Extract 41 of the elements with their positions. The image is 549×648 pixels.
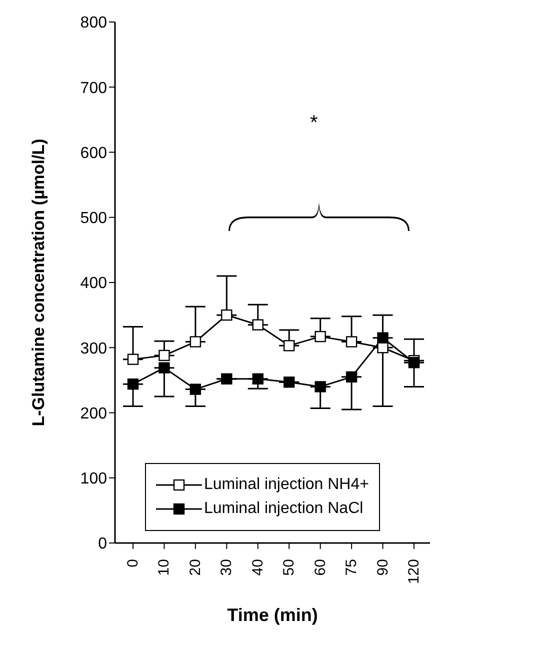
point [158, 350, 170, 362]
point [221, 309, 232, 321]
annotation: * [310, 112, 318, 135]
point [377, 332, 388, 344]
x-tick-label: 10 [156, 559, 173, 576]
point [252, 373, 264, 384]
x-tick-label: 60 [312, 559, 329, 576]
x-tick-label: 50 [280, 559, 298, 576]
y-tick-label: 400 [80, 275, 108, 292]
y-tick-label: 300 [80, 340, 108, 358]
x-tick-label: 120 [406, 559, 422, 584]
point [127, 354, 139, 365]
x-tick-label: 20 [186, 559, 204, 576]
point [314, 381, 326, 392]
y-tick-label: 600 [80, 144, 108, 162]
point [190, 336, 202, 348]
x-axis-title: Time (min) [227, 605, 318, 625]
point [346, 336, 358, 348]
point [221, 373, 232, 384]
y-tick-label: 800 [80, 14, 108, 32]
point [346, 371, 358, 383]
y-tick-label: 500 [80, 210, 108, 228]
x-tick-label: 75 [343, 559, 360, 576]
point [190, 384, 202, 395]
point [314, 330, 326, 342]
y-tick-label: 100 [80, 470, 108, 488]
y-tick-label: 200 [80, 405, 108, 422]
point [127, 378, 139, 390]
x-tick-label: 30 [218, 559, 236, 576]
point [284, 376, 295, 388]
x-tick-label: 0 [124, 559, 142, 568]
point [284, 340, 295, 352]
y-tick-label: 700 [80, 80, 108, 97]
legend-label: Luminal injection NH4+ [204, 476, 369, 494]
point [158, 362, 170, 374]
y-axis-title: L-Glutamine concentration (µmol/L) [29, 138, 48, 426]
x-tick-label: 40 [249, 559, 266, 576]
x-tick-label: 90 [374, 559, 392, 576]
point [252, 319, 264, 330]
legend-label: Luminal injection NaCl [204, 500, 364, 518]
y-tick-label: 0 [98, 536, 108, 553]
